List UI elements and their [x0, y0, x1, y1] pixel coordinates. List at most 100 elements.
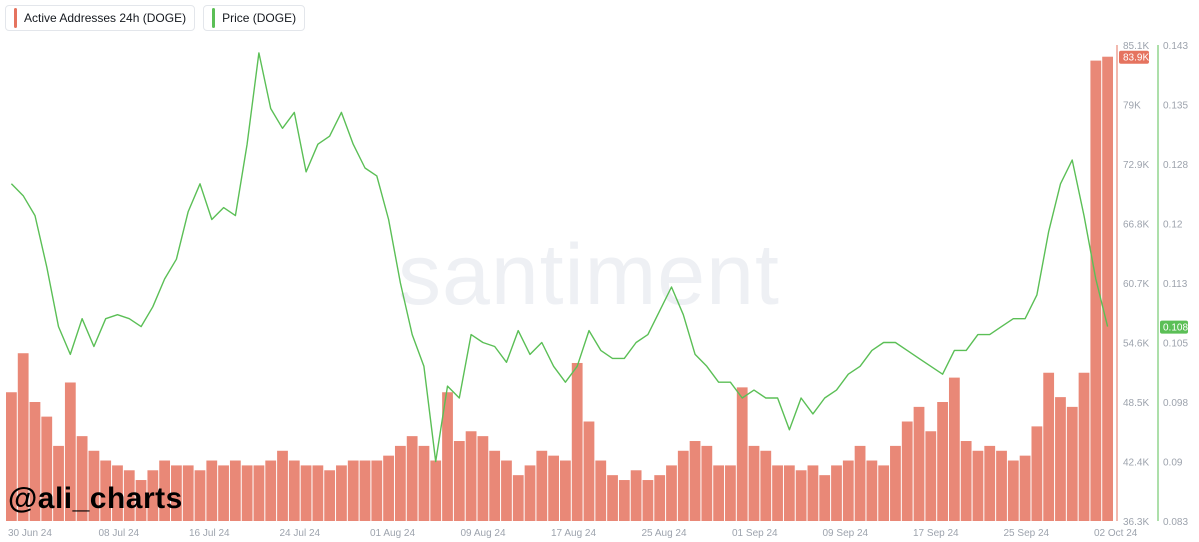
bar — [654, 475, 666, 521]
bar — [1031, 426, 1043, 521]
bar — [548, 455, 559, 521]
bar — [736, 387, 748, 521]
bar — [76, 436, 88, 521]
left-axis-tick-label: 36.3K — [1123, 517, 1149, 528]
line-layer — [10, 52, 1109, 463]
bar — [831, 465, 842, 521]
left-axis-tick-label: 72.9K — [1123, 160, 1149, 171]
bar — [100, 460, 112, 521]
bar — [1090, 60, 1102, 521]
x-axis-tick-label: 02 Oct 24 — [1094, 528, 1138, 539]
bar — [560, 460, 571, 521]
right-axis-tick-label: 0.143 — [1163, 41, 1188, 52]
bar — [206, 460, 218, 521]
bar — [501, 460, 512, 521]
bar — [583, 421, 595, 521]
right-axis-tick-label: 0.09 — [1163, 458, 1183, 469]
bar — [842, 460, 854, 521]
legend-swatch-active-addresses — [14, 8, 17, 28]
bar — [171, 465, 182, 521]
bar — [1066, 406, 1078, 521]
x-axis-tick-label: 30 Jun 24 — [8, 528, 52, 539]
left-axis-tick-label: 79K — [1123, 101, 1141, 112]
bar — [300, 465, 312, 521]
x-axis-tick-label: 17 Aug 24 — [551, 528, 596, 539]
bar — [194, 470, 206, 521]
bar — [265, 460, 277, 521]
bar — [996, 450, 1007, 521]
author-tag: @ali_charts — [8, 482, 183, 515]
bar — [1007, 460, 1019, 521]
x-axis-tick-label: 25 Sep 24 — [1004, 528, 1050, 539]
bar — [713, 465, 725, 521]
bar — [394, 445, 406, 521]
bar — [571, 362, 583, 521]
bar — [960, 441, 972, 521]
bar — [159, 460, 171, 521]
bar — [41, 416, 53, 521]
bar — [1078, 372, 1090, 521]
bar — [948, 377, 960, 521]
last-value-label-price: 0.108 — [1163, 323, 1188, 334]
bar — [819, 475, 831, 521]
right-axis-tick-label: 0.098 — [1163, 398, 1188, 409]
bar — [288, 460, 300, 521]
x-axis-tick-label: 08 Jul 24 — [99, 528, 140, 539]
bar — [64, 382, 76, 521]
bar — [783, 465, 795, 521]
bar — [1102, 56, 1113, 521]
bar — [701, 445, 713, 521]
bar — [1043, 372, 1055, 521]
left-axis-tick-label: 66.8K — [1123, 220, 1149, 231]
bar — [607, 475, 618, 521]
bar — [53, 445, 64, 521]
bar — [760, 450, 772, 521]
bar — [901, 421, 913, 521]
bar — [383, 455, 394, 521]
axes-layer: 85.1K 79K 72.9K 66.8K 60.7K 54.6K 48.5K 42.4K 36… — [8, 41, 1188, 539]
left-axis-tick-label: 54.6K — [1123, 339, 1149, 350]
santiment-watermark: santiment — [398, 227, 780, 323]
bar — [229, 460, 241, 521]
bar — [324, 470, 336, 521]
left-axis-tick-label: 60.7K — [1123, 279, 1149, 290]
last-value-label-active-addresses: 83.9K — [1123, 53, 1149, 64]
bar — [725, 465, 736, 521]
legend: Active Addresses 24h (DOGE) Price (DOGE) — [5, 5, 306, 31]
x-axis-tick-label: 17 Sep 24 — [913, 528, 959, 539]
x-axis-tick-label: 09 Aug 24 — [461, 528, 506, 539]
bar — [489, 450, 501, 521]
right-axis-tick-label: 0.113 — [1163, 279, 1188, 290]
x-axis-tick-label: 01 Aug 24 — [370, 528, 415, 539]
price-line — [10, 52, 1109, 463]
bar — [312, 465, 324, 521]
bar — [772, 465, 783, 521]
bar — [677, 450, 689, 521]
bar — [689, 441, 701, 521]
bar — [17, 353, 29, 521]
legend-swatch-price — [212, 8, 216, 28]
bar — [336, 465, 347, 521]
bar — [748, 445, 760, 521]
bar — [430, 460, 442, 521]
left-axis-tick-label: 42.4K — [1123, 458, 1149, 469]
bar — [666, 465, 677, 521]
bar — [6, 392, 17, 521]
legend-label-price: Price (DOGE) — [222, 11, 297, 25]
legend-item-price[interactable]: Price (DOGE) — [203, 5, 306, 31]
bar — [347, 460, 359, 521]
bar — [465, 431, 477, 521]
bar — [123, 470, 135, 521]
bar — [595, 460, 607, 521]
left-axis-tick-label: 48.5K — [1123, 398, 1149, 409]
bar — [1055, 397, 1066, 521]
bar — [984, 445, 996, 521]
bar — [88, 450, 100, 521]
bar — [878, 465, 890, 521]
bar — [359, 460, 371, 521]
bar — [182, 465, 194, 521]
x-axis-tick-label: 25 Aug 24 — [642, 528, 687, 539]
legend-item-active-addresses[interactable]: Active Addresses 24h (DOGE) — [5, 5, 196, 31]
bar — [1019, 455, 1031, 521]
